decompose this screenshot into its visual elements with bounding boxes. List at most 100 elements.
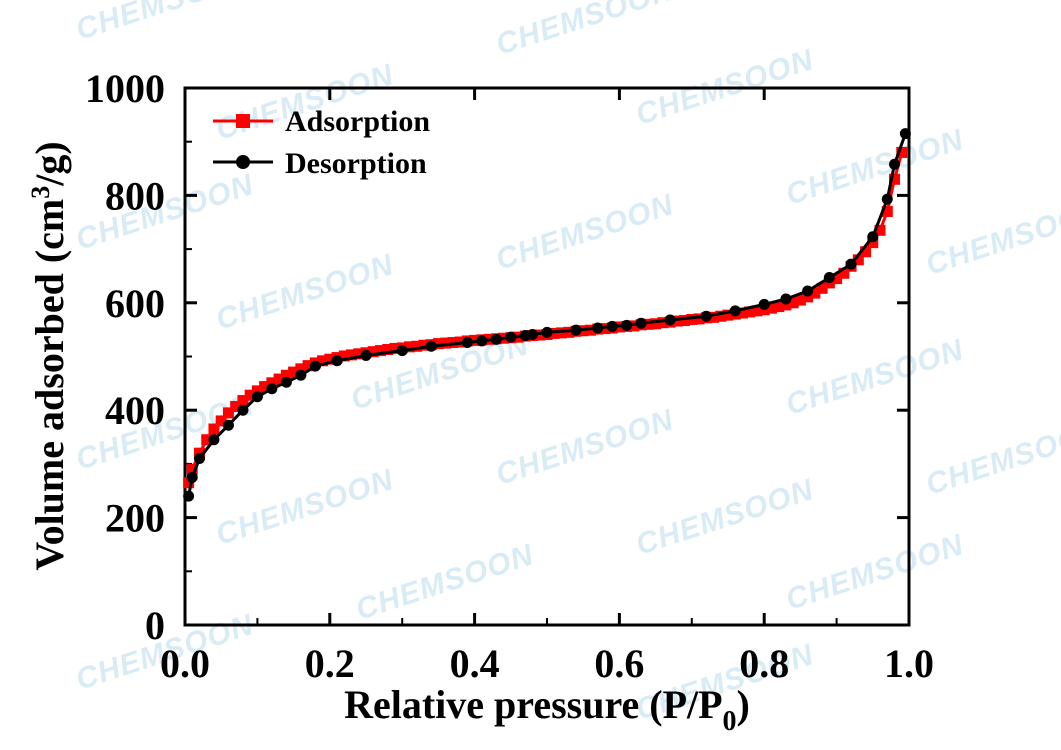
adsorption-point bbox=[708, 311, 720, 323]
adsorption-point bbox=[809, 287, 821, 299]
desorption-point bbox=[758, 298, 770, 310]
adsorption-point bbox=[353, 348, 365, 360]
desorption-point bbox=[331, 355, 343, 367]
watermark-text: CHEMSOON bbox=[72, 168, 258, 257]
adsorption-point bbox=[183, 477, 195, 489]
watermark-text: CHEMSOON bbox=[352, 538, 538, 627]
adsorption-point bbox=[802, 291, 814, 303]
series-layer bbox=[183, 128, 911, 502]
desorption-point bbox=[309, 360, 321, 372]
desorption-point bbox=[461, 337, 473, 349]
x-tick-label: 0.8 bbox=[739, 641, 789, 686]
y-tick-label: 600 bbox=[105, 281, 165, 326]
desorption-point bbox=[266, 383, 278, 395]
desorption-point bbox=[664, 314, 676, 326]
desorption-point bbox=[360, 349, 372, 361]
adsorption-point bbox=[534, 329, 546, 341]
y-tick-label: 200 bbox=[105, 496, 165, 541]
y-axis-title-main: Volume adsorbed (cm bbox=[27, 199, 72, 571]
y-axis-title: Volume adsorbed (cm3/g) bbox=[26, 141, 72, 570]
adsorption-point bbox=[852, 254, 864, 266]
adsorption-point bbox=[874, 224, 886, 236]
desorption-point bbox=[899, 128, 911, 140]
desorption-point bbox=[867, 231, 879, 243]
adsorption-point bbox=[338, 350, 350, 362]
adsorption-point bbox=[208, 423, 220, 435]
adsorption-point bbox=[838, 267, 850, 279]
adsorption-point bbox=[389, 342, 401, 354]
adsorption-point bbox=[773, 301, 785, 313]
x-axis-ticks: 0.0 0.2 0.4 0.6 0.8 1.0 bbox=[160, 88, 934, 686]
y-axis-title-superscript: 3 bbox=[26, 186, 55, 199]
y-tick-label: 400 bbox=[105, 388, 165, 433]
adsorption-point bbox=[657, 317, 669, 329]
adsorption-point bbox=[411, 340, 423, 352]
desorption-point bbox=[700, 310, 712, 322]
desorption-point bbox=[635, 317, 647, 329]
desorption-point bbox=[802, 285, 814, 297]
adsorption-point bbox=[744, 306, 756, 318]
legend: Adsorption Desorption bbox=[213, 105, 430, 180]
desorption-point bbox=[527, 328, 539, 340]
adsorption-point bbox=[280, 369, 292, 381]
adsorption-point bbox=[867, 237, 879, 249]
desorption-point bbox=[490, 333, 502, 345]
desorption-point bbox=[889, 158, 901, 170]
x-axis-title-close: ) bbox=[737, 682, 750, 727]
y-axis-ticks: 0 200 400 600 800 1000 bbox=[85, 66, 909, 648]
adsorption-point bbox=[266, 377, 278, 389]
desorption-point bbox=[845, 258, 857, 270]
legend-desorption-label: Desorption bbox=[285, 147, 427, 180]
desorption-point bbox=[476, 335, 488, 347]
adsorption-point bbox=[765, 302, 777, 314]
desorption-point bbox=[396, 345, 408, 357]
y-tick-label: 0 bbox=[145, 603, 165, 648]
watermark-text: CHEMSOON bbox=[212, 248, 398, 337]
adsorption-point bbox=[642, 318, 654, 330]
desorption-point bbox=[621, 319, 633, 331]
adsorption-point bbox=[302, 360, 314, 372]
watermark-text: CHEMSOON bbox=[782, 123, 968, 212]
x-tick-label: 0.4 bbox=[450, 641, 500, 686]
x-axis-title: Relative pressure (P/P0) bbox=[344, 682, 750, 737]
watermark-text: CHEMSOON bbox=[492, 403, 678, 492]
desorption-point bbox=[183, 490, 195, 502]
x-axis-title-main: Relative pressure (P/P bbox=[344, 682, 722, 727]
adsorption-point bbox=[679, 315, 691, 327]
adsorption-point bbox=[889, 173, 901, 185]
adsorption-point bbox=[780, 299, 792, 311]
desorption-point bbox=[425, 340, 437, 352]
y-tick-label: 1000 bbox=[85, 66, 165, 111]
adsorption-point bbox=[896, 146, 908, 158]
adsorption-point bbox=[222, 407, 234, 419]
x-tick-label: 1.0 bbox=[884, 641, 934, 686]
watermark-text: CHEMSOON bbox=[492, 188, 678, 277]
legend-adsorption-marker bbox=[236, 114, 250, 128]
adsorption-point bbox=[346, 349, 358, 361]
y-axis-title-unit: /g) bbox=[27, 141, 72, 186]
adsorption-point bbox=[650, 318, 662, 330]
desorption-point bbox=[592, 322, 604, 334]
adsorption-point bbox=[563, 326, 575, 338]
desorption-point bbox=[823, 272, 835, 284]
desorption-point bbox=[193, 453, 205, 465]
x-tick-label: 0.0 bbox=[160, 641, 210, 686]
adsorption-point bbox=[548, 327, 560, 339]
desorption-point bbox=[570, 324, 582, 336]
watermark-text: CHEMSOON bbox=[72, 0, 258, 47]
adsorption-point bbox=[382, 344, 394, 356]
adsorption-point bbox=[831, 273, 843, 285]
adsorption-point bbox=[628, 320, 640, 332]
watermark-text: CHEMSOON bbox=[212, 463, 398, 552]
adsorption-point bbox=[881, 206, 893, 218]
adsorption-point bbox=[860, 246, 872, 258]
adsorption-point bbox=[794, 294, 806, 306]
desorption-point bbox=[505, 331, 517, 343]
desorption-point bbox=[606, 320, 618, 332]
watermark-text: CHEMSOON bbox=[632, 473, 818, 562]
watermark-text: CHEMSOON bbox=[782, 333, 968, 422]
adsorption-point bbox=[418, 339, 430, 351]
watermark-text: CHEMSOON bbox=[922, 413, 1061, 502]
